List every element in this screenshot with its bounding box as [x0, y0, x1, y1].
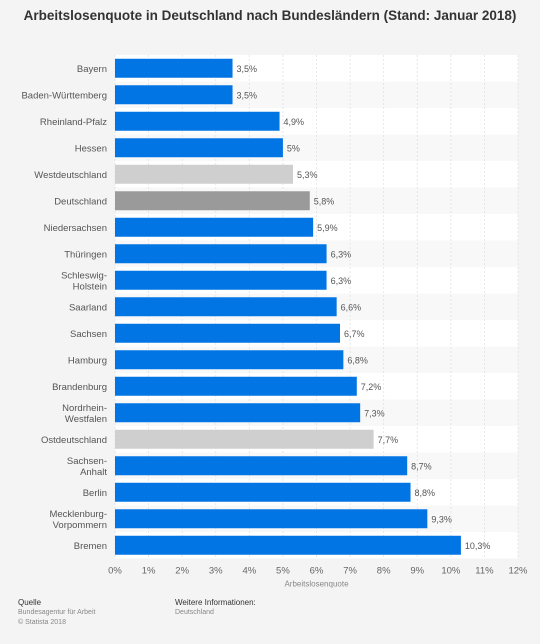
x-tick-label: 8% [377, 566, 391, 577]
info-block: Weitere Informationen: Deutschland [175, 597, 256, 618]
bar [115, 58, 233, 78]
bar-chart: Bayern Baden-Württemberg Rheinland-Pfalz He… [21, 55, 528, 589]
value-label: 5,8% [314, 196, 335, 206]
category-labels: Bayern Baden-Württemberg Rheinland-Pfalz He… [21, 64, 107, 552]
value-label: 6,7% [344, 329, 365, 339]
bar [115, 482, 411, 502]
bar [115, 111, 280, 131]
bar [115, 164, 293, 184]
bar [115, 429, 374, 449]
bar [115, 244, 327, 264]
source-block: Quelle Bundesagentur für Arbeit © Statis… [18, 597, 95, 628]
category-label: Baden-Württemberg [21, 90, 107, 101]
x-tick-labels: 0% 1% 2% 3% 4% 5% 6% 7% 8% 9% 10% 11% 12% [108, 566, 528, 577]
x-tick-label: 3% [209, 566, 223, 577]
category-label: Niedersachsen [44, 223, 107, 234]
bar [115, 217, 314, 237]
bar [115, 270, 327, 290]
value-label: 6,3% [331, 276, 352, 286]
value-label: 6,3% [331, 249, 352, 259]
chart-title: Arbeitslosenquote in Deutschland nach Bu… [23, 8, 517, 23]
value-label: 8,7% [411, 461, 432, 471]
source-heading: Quelle [18, 598, 42, 607]
bar [115, 350, 344, 370]
x-tick-label: 12% [508, 566, 528, 577]
category-label: Hamburg [68, 355, 107, 366]
value-label: 5,3% [297, 170, 318, 180]
category-label: Sachsen [70, 329, 107, 340]
x-axis-title: Arbeitslosenquote [284, 580, 349, 589]
value-label: 10,3% [465, 541, 491, 551]
copyright-line: © Statista 2018 [18, 619, 66, 626]
bar [115, 403, 361, 423]
category-label: Rheinland-Pfalz [40, 117, 107, 128]
category-label: Ostdeutschland [41, 435, 107, 446]
category-label: Nordrhein-Westfalen [62, 403, 107, 425]
value-label: 6,8% [347, 355, 368, 365]
value-label: 4,9% [284, 117, 305, 127]
value-label: 3,5% [237, 64, 258, 74]
category-label: Saarland [69, 302, 107, 313]
x-tick-label: 10% [441, 566, 461, 577]
bar [115, 509, 428, 529]
x-tick-label: 4% [242, 566, 256, 577]
x-tick-label: 6% [310, 566, 324, 577]
value-label: 9,3% [431, 514, 452, 524]
value-label: 7,7% [378, 435, 399, 445]
bar [115, 323, 341, 343]
x-tick-label: 2% [175, 566, 189, 577]
x-tick-label: 9% [410, 566, 424, 577]
bar [115, 191, 310, 211]
info-line: Deutschland [175, 609, 214, 616]
value-label: 5% [287, 143, 300, 153]
value-label: 7,2% [361, 382, 382, 392]
x-tick-label: 7% [343, 566, 357, 577]
bars [115, 58, 461, 555]
category-label: Thüringen [64, 249, 107, 260]
bar [115, 456, 408, 476]
category-label: Hessen [75, 143, 107, 154]
category-label: Deutschland [54, 196, 107, 207]
category-label: Bayern [77, 64, 107, 75]
category-label: Westdeutschland [34, 170, 107, 181]
value-labels: 3,5% 3,5% 4,9% 5% 5,3% 5,8% 5,9% 6,3% 6,3% 6,6% 6,… [237, 64, 491, 551]
category-label: Berlin [83, 488, 107, 499]
info-heading: Weitere Informationen: [175, 598, 256, 607]
value-label: 6,6% [341, 302, 362, 312]
value-label: 5,9% [317, 223, 338, 233]
bar [115, 138, 283, 158]
source-line: Bundesagentur für Arbeit [18, 609, 96, 616]
category-label: Mecklenburg-Vorpommern [49, 509, 107, 531]
x-tick-label: 0% [108, 566, 122, 577]
value-label: 3,5% [237, 90, 258, 100]
value-label: 8,8% [415, 488, 436, 498]
bar [115, 85, 233, 105]
x-tick-label: 5% [276, 566, 290, 577]
bar [115, 297, 337, 317]
x-tick-label: 1% [142, 566, 156, 577]
category-label: Brandenburg [52, 382, 107, 393]
category-label: Schleswig-Holstein [61, 270, 107, 292]
value-label: 7,3% [364, 408, 385, 418]
bar [115, 535, 461, 555]
category-label: Bremen [74, 541, 107, 552]
category-label: Sachsen-Anhalt [67, 456, 108, 478]
x-tick-label: 11% [475, 566, 494, 577]
bar [115, 376, 357, 396]
